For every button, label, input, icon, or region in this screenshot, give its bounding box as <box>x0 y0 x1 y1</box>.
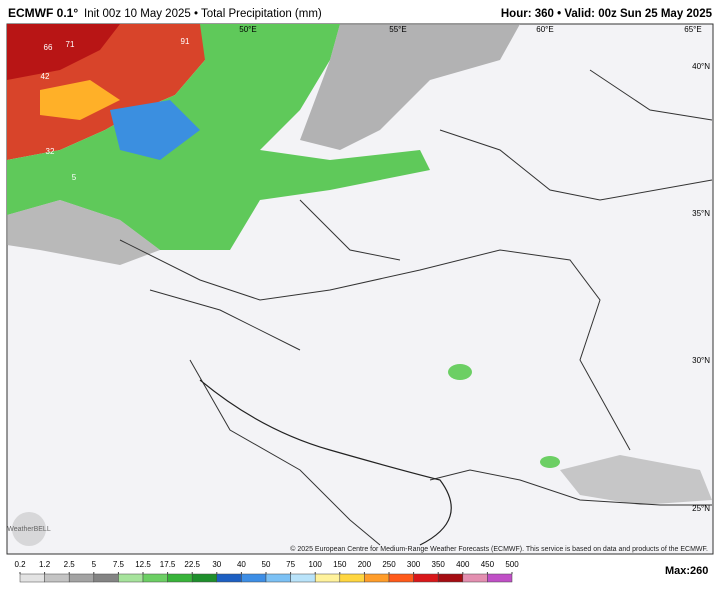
colorbar-label: 100 <box>309 560 323 569</box>
lat-label: 30°N <box>692 356 710 365</box>
precip <box>540 456 560 468</box>
copyright: © 2025 European Centre for Medium-Range … <box>290 545 708 553</box>
lat-label: 25°N <box>692 504 710 513</box>
colorbar-label: 2.5 <box>64 560 76 569</box>
light-precip <box>7 200 160 265</box>
colorbar-label: 40 <box>237 560 246 569</box>
colorbar-swatch <box>167 573 193 583</box>
colorbar-label: 22.5 <box>184 560 200 569</box>
colorbar-swatch <box>93 573 119 583</box>
colorbar-label: 250 <box>382 560 396 569</box>
precip <box>448 364 472 380</box>
colorbar-label: 12.5 <box>135 560 151 569</box>
colorbar-swatch <box>68 573 95 583</box>
logo-badge <box>12 512 46 546</box>
max-value: 260 <box>690 565 708 577</box>
colorbar-swatch <box>118 573 144 583</box>
subtitle: Init 00z 10 May 2025 • Total Precipitati… <box>84 8 322 20</box>
colorbar-label: 0.2 <box>14 560 26 569</box>
map <box>6 23 714 555</box>
lon-label: 55°E <box>389 25 406 34</box>
colorbar-label: 400 <box>456 560 470 569</box>
colorbar-label: 5 <box>92 560 97 569</box>
colorbar-swatch <box>191 573 218 583</box>
colorbar-swatch <box>437 573 464 583</box>
light-precip <box>300 24 520 150</box>
colorbar-swatch <box>216 573 242 583</box>
colorbar-label: 50 <box>262 560 271 569</box>
precip <box>110 100 200 160</box>
colorbar-swatch <box>364 573 390 583</box>
map-value: 32 <box>46 147 55 156</box>
border <box>119 69 713 546</box>
precip <box>40 80 120 120</box>
colorbar-label: 450 <box>481 560 495 569</box>
lon-label: 60°E <box>536 25 553 34</box>
colorbar-swatch <box>487 573 513 583</box>
lat-label: 40°N <box>692 62 710 71</box>
colorbar-label: 200 <box>358 560 372 569</box>
title: ECMWF 0.1° <box>8 6 78 20</box>
colorbar-swatch <box>388 573 414 583</box>
logo: WeatherBELL <box>7 526 51 533</box>
colorbar-swatch <box>265 573 291 583</box>
map-value: 42 <box>41 72 50 81</box>
colorbar-label: 350 <box>432 560 446 569</box>
colorbar-swatch <box>339 573 365 583</box>
precip <box>7 24 430 250</box>
colorbar-swatch <box>142 573 168 583</box>
lat-label: 35°N <box>692 209 710 218</box>
colorbar-swatch <box>19 573 45 583</box>
colorbar-swatch <box>314 573 341 583</box>
colorbar-label: 30 <box>212 560 221 569</box>
max-label: Max: <box>665 565 690 577</box>
coastline <box>199 379 452 546</box>
heavy-precip <box>7 24 120 80</box>
colorbar-label: 17.5 <box>160 560 176 569</box>
colorbar-swatch <box>44 573 70 583</box>
colorbar-label: 7.5 <box>113 560 125 569</box>
colorbar-label: 300 <box>407 560 421 569</box>
lon-label: 65°E <box>684 25 701 34</box>
colorbar-swatch <box>413 573 439 583</box>
colorbar-label: 500 <box>505 560 519 569</box>
colorbar-label: 150 <box>333 560 347 569</box>
light-precip <box>560 455 712 505</box>
lon-label: 50°E <box>239 25 256 34</box>
map-value: 5 <box>72 173 77 182</box>
map-value: 91 <box>181 37 190 46</box>
colorbar-label: 75 <box>286 560 295 569</box>
map-value: 71 <box>66 40 75 49</box>
colorbar-label: 1.2 <box>39 560 51 569</box>
map-value: 66 <box>44 43 53 52</box>
colorbar-swatch <box>241 573 267 583</box>
colorbar-swatch <box>290 573 316 583</box>
valid-time: Hour: 360 • Valid: 00z Sun 25 May 2025 <box>501 8 713 20</box>
colorbar-swatch <box>462 573 488 583</box>
